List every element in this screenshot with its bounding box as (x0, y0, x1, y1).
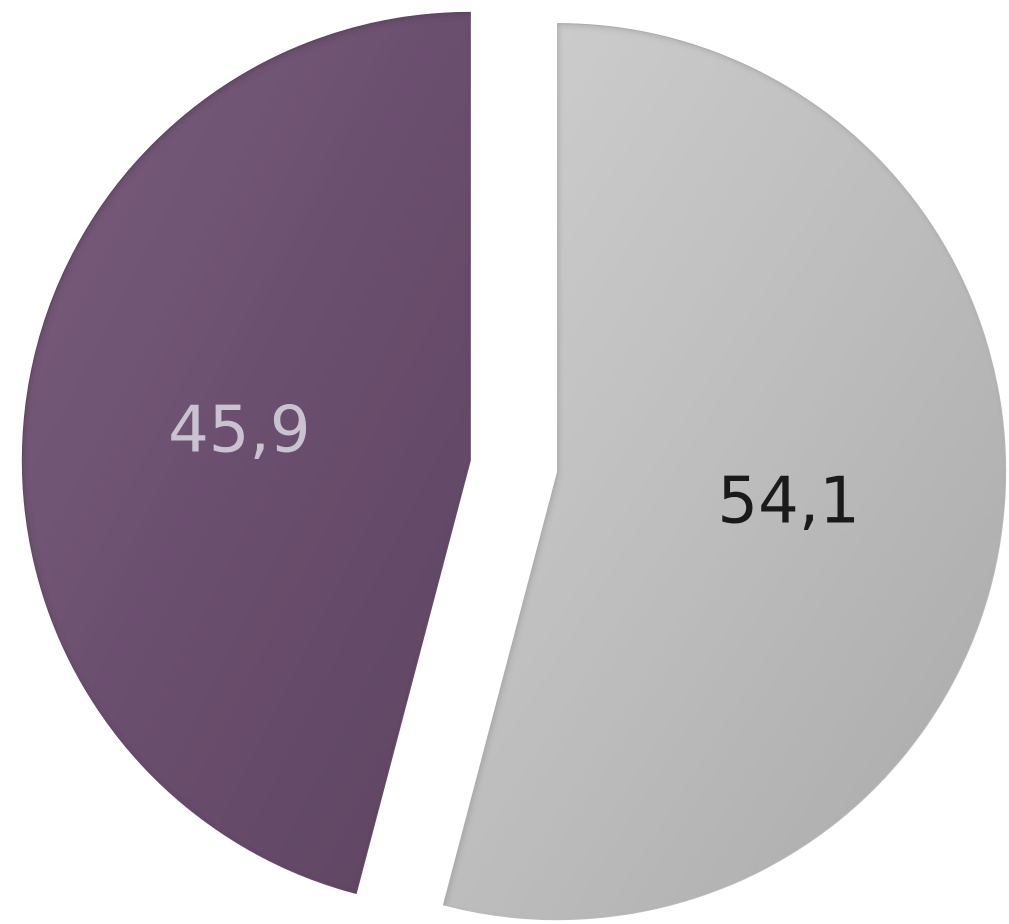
labels-layer: 45,9 54,1 (168, 393, 860, 538)
pie-slice-2 (442, 23, 1007, 921)
slices-layer (21, 11, 1007, 921)
pie-slice-1 (21, 11, 471, 895)
data-label-2: 54,1 (717, 465, 860, 539)
data-label-1: 45,9 (168, 393, 311, 467)
